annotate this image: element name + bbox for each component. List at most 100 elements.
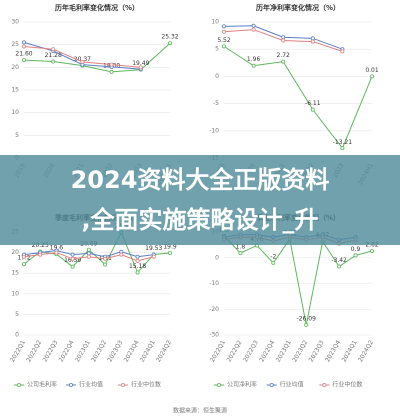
data-label: -13.21 — [333, 139, 353, 146]
point — [310, 36, 315, 41]
legend-label: 行业均值 — [280, 381, 304, 389]
y-tick-label: 30 — [11, 19, 19, 26]
legend-swatch — [322, 382, 327, 387]
legend-label: 行业均值 — [79, 381, 103, 389]
point — [54, 250, 59, 255]
banner: 2024资料大全正版资料 ,全面实施策略设计_升 — [0, 155, 400, 245]
point — [86, 254, 91, 259]
x-tick-label: 2022Q2 — [226, 339, 244, 363]
point — [167, 251, 172, 256]
point — [86, 247, 91, 252]
series-line — [23, 42, 171, 73]
point — [304, 322, 309, 327]
y-tick-label: 15 — [11, 270, 19, 277]
data-label: -6.11 — [305, 100, 321, 107]
data-label: 1.96 — [247, 56, 261, 63]
point — [51, 47, 56, 52]
data-label: -26.09 — [297, 315, 317, 322]
point — [238, 251, 243, 256]
point — [135, 254, 140, 259]
y-tick-label: 15 — [11, 87, 19, 94]
point — [21, 254, 26, 259]
y-tick-label: 0 — [215, 254, 219, 261]
legend-swatch — [16, 382, 21, 387]
point — [109, 62, 114, 67]
x-tick-label: 2023Q1 — [275, 339, 293, 363]
y-tick-label: 20 — [11, 249, 19, 256]
data-label: -3.42 — [331, 257, 347, 264]
series-line — [223, 235, 373, 326]
point — [135, 270, 140, 275]
point — [340, 146, 345, 151]
legend-swatch — [69, 382, 74, 387]
data-label: 15.18 — [129, 263, 146, 270]
x-tick-label: 2023Q4 — [324, 339, 342, 363]
point — [337, 264, 342, 269]
point — [70, 252, 75, 257]
x-tick-label: 2022Q1 — [209, 339, 227, 363]
point — [70, 256, 75, 261]
data-label: 19.9 — [163, 244, 177, 251]
data-label: 25.32 — [161, 34, 178, 41]
point — [38, 252, 43, 257]
x-tick-label: 2024Q2 — [357, 339, 375, 363]
point — [51, 59, 56, 64]
x-tick-label: 2022Q3 — [242, 339, 260, 363]
point — [251, 63, 256, 68]
legend-swatch — [121, 382, 126, 387]
y-tick-label: 20 — [11, 64, 19, 71]
point — [103, 262, 108, 267]
y-tick-label: -20 — [209, 306, 219, 313]
point — [135, 258, 140, 263]
point — [221, 29, 226, 34]
y-tick-label: 10 — [11, 109, 19, 116]
data-label: 20.37 — [74, 56, 91, 63]
point — [251, 23, 256, 28]
y-tick-label: 10 — [211, 19, 219, 26]
series-line — [23, 231, 171, 274]
point — [221, 44, 226, 49]
point — [310, 107, 315, 112]
data-label: 19.53 — [145, 245, 162, 252]
point — [369, 249, 374, 254]
source: 数据来源：恒生聚源 — [173, 407, 227, 415]
y-tick-label: 5 — [15, 311, 19, 318]
chart-title: 历年净利率变化情况（%） — [256, 3, 340, 12]
point — [167, 41, 172, 46]
data-label: 20.25 — [32, 242, 49, 249]
x-tick-label: 2022Q4 — [258, 339, 276, 363]
banner-line: 2024资料大全正版资料 — [70, 166, 330, 194]
y-tick-label: -5 — [213, 100, 219, 107]
data-label: 2.72 — [277, 52, 291, 59]
point — [251, 27, 256, 32]
point — [21, 58, 26, 63]
data-label: 21.60 — [15, 51, 32, 58]
point — [281, 38, 286, 43]
point — [221, 24, 226, 29]
data-label: 0.01 — [365, 67, 379, 74]
data-label: 0.9 — [351, 246, 361, 253]
point — [281, 35, 286, 40]
legend-label: 公司毛利率 — [27, 381, 57, 389]
legend-label: 行业中位数 — [332, 381, 362, 389]
y-tick-label: 0 — [15, 332, 19, 339]
y-tick-label: 25 — [11, 41, 19, 48]
data-label: 1.8 — [236, 244, 246, 251]
y-tick-label: 10 — [11, 290, 19, 297]
point — [109, 69, 114, 74]
point — [80, 59, 85, 64]
legend-label: 行业中位数 — [131, 381, 161, 389]
y-tick-label: -10 — [209, 280, 219, 287]
point — [21, 262, 26, 267]
x-tick-label: 2023Q3 — [308, 339, 326, 363]
y-tick-label: -10 — [209, 127, 219, 134]
legend-label: 公司净利率 — [227, 381, 257, 389]
point — [21, 44, 26, 49]
point — [340, 49, 345, 54]
legend-swatch — [269, 382, 274, 387]
point — [281, 59, 286, 64]
point — [151, 254, 156, 259]
y-tick-label: 0 — [215, 73, 219, 80]
point — [103, 256, 108, 261]
y-tick-label: 5 — [215, 46, 219, 53]
